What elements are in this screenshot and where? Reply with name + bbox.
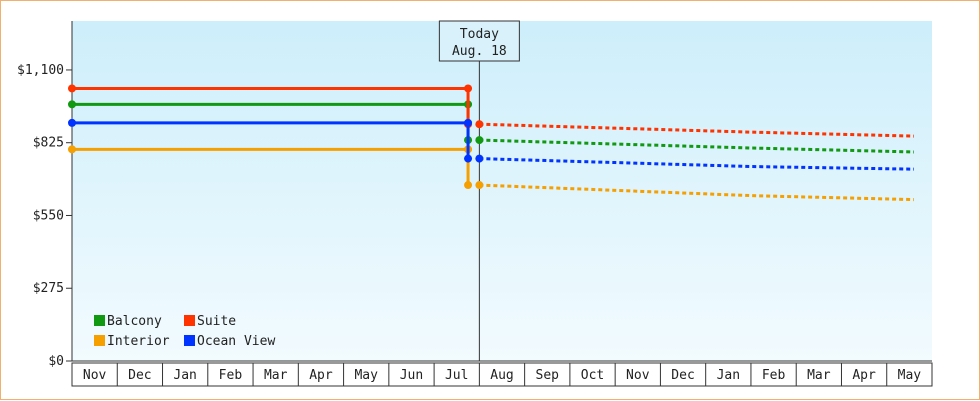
data-point-ocean-view <box>464 118 473 127</box>
x-tick-label: Dec <box>128 368 151 383</box>
x-axis-month-strip <box>71 362 933 387</box>
y-tick-label: $1,100 <box>17 63 64 78</box>
y-tick-label: $825 <box>33 136 64 151</box>
series-forecast-line-balcony <box>479 138 914 154</box>
x-tick-label: Aug <box>490 368 513 383</box>
x-tick-label: Nov <box>83 368 107 383</box>
x-tick-label: Dec <box>671 368 694 383</box>
today-point-suite <box>475 120 484 129</box>
today-box <box>438 20 520 62</box>
y-tick-label: $550 <box>33 208 64 223</box>
plot-background <box>72 21 932 361</box>
x-tick-label: Mar <box>264 368 288 383</box>
x-tick-label: Oct <box>581 368 604 383</box>
y-tick-label: $0 <box>48 354 64 369</box>
today-point-interior <box>475 181 484 190</box>
x-tick-label: Jul <box>445 368 468 383</box>
data-point-suite <box>68 84 76 93</box>
current-point-ocean-view <box>464 154 473 163</box>
x-tick-label: Feb <box>762 368 786 383</box>
series-forecast-line-interior <box>479 183 914 202</box>
x-tick-label: Apr <box>309 368 333 383</box>
legend-label-interior: Interior <box>107 334 170 349</box>
legend-label-ocean-view: Ocean View <box>197 334 275 349</box>
y-tick-label: $275 <box>33 281 64 296</box>
current-point-interior <box>464 181 473 190</box>
x-tick-label: Jan <box>173 368 196 383</box>
series-forecast-line-suite <box>479 122 914 138</box>
legend-swatch-interior <box>94 335 105 346</box>
today-point-balcony <box>475 136 484 145</box>
legend-label-suite: Suite <box>197 314 236 329</box>
x-tick-label: Apr <box>852 368 876 383</box>
today-point-ocean-view <box>475 154 484 163</box>
data-point-balcony <box>68 100 76 109</box>
legend-swatch-balcony <box>94 315 105 326</box>
x-tick-label: Mar <box>807 368 831 383</box>
today-label: Today <box>460 27 499 42</box>
data-point-interior <box>68 145 76 154</box>
legend-swatch-suite <box>184 315 195 326</box>
x-tick-label: Jun <box>400 368 423 383</box>
x-tick-label: Sep <box>536 368 560 383</box>
today-date-label: Aug. 18 <box>452 44 507 59</box>
x-tick-label: Nov <box>626 368 650 383</box>
x-tick-label: Feb <box>219 368 243 383</box>
x-tick-label: May <box>898 368 922 383</box>
x-tick-label: Jan <box>717 368 740 383</box>
legend-label-balcony: Balcony <box>107 314 162 329</box>
series-forecast-line-ocean-view <box>479 157 914 171</box>
x-tick-label: May <box>354 368 378 383</box>
data-point-suite <box>464 84 473 93</box>
data-point-ocean-view <box>68 118 76 127</box>
legend-swatch-ocean-view <box>184 335 195 346</box>
